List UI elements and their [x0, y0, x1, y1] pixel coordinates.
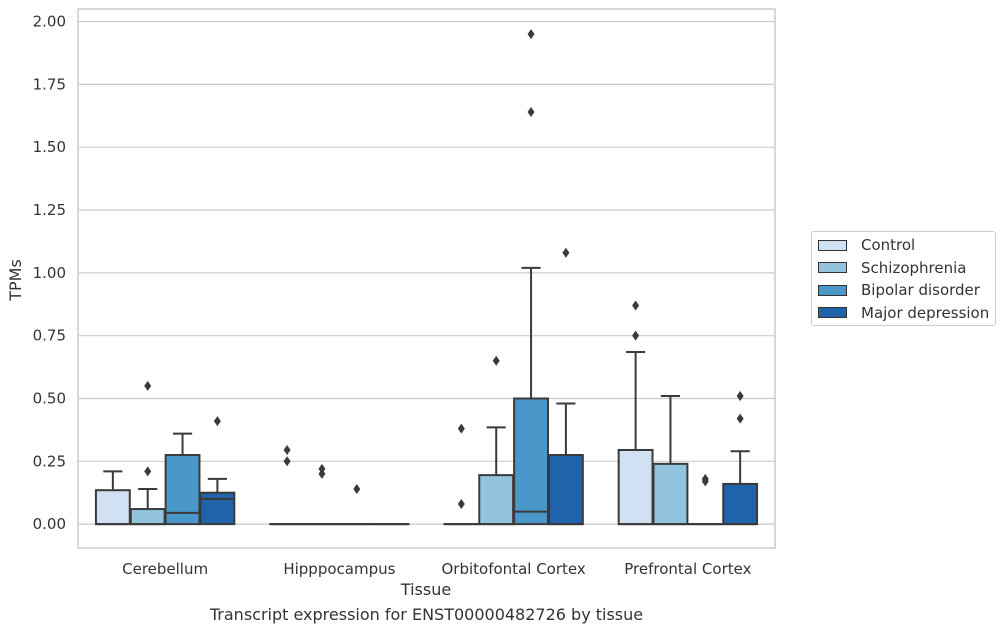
box-1-2 [338, 483, 375, 526]
box-0-3 [199, 416, 236, 526]
x-tick-label: Hipppocampus [283, 560, 395, 578]
legend-label: Schizophrenia [861, 258, 967, 277]
outlier-point [144, 380, 152, 391]
legend-item: Bipolar disorder [818, 280, 980, 300]
y-tick-label: 1.00 [33, 264, 66, 282]
box-3-3 [722, 390, 759, 526]
outlier-point [457, 423, 465, 434]
box-body [652, 462, 689, 526]
legend-label: Major depression [861, 303, 990, 322]
box-0-2 [164, 432, 201, 526]
box-body [478, 474, 515, 526]
box-1-0 [269, 445, 306, 526]
x-tick-label: Orbitofontal Cortex [442, 560, 586, 578]
outlier-point [632, 300, 640, 311]
y-tick-label: 0.75 [33, 327, 66, 345]
box-2-2 [513, 29, 549, 526]
y-tick-label: 1.25 [33, 201, 66, 219]
outlier-point [736, 390, 744, 401]
x-tick-label: Prefrontal Cortex [624, 560, 751, 578]
legend: Control Schizophrenia Bipolar disorder Majo… [811, 231, 996, 326]
box-3-2 [687, 473, 724, 526]
legend-swatch [818, 307, 847, 318]
outlier-point [527, 29, 535, 40]
outlier-point [701, 473, 709, 484]
box-3-0 [617, 300, 654, 526]
outlier-point [457, 499, 465, 510]
y-tick-label: 0.00 [33, 515, 66, 533]
outlier-point [353, 483, 361, 494]
box-body [617, 449, 654, 526]
legend-item: Schizophrenia [818, 258, 966, 278]
y-axis-label: TPMs [6, 259, 25, 302]
box-body [513, 397, 549, 526]
legend-item: Control [818, 235, 915, 255]
outlier-point [213, 416, 221, 427]
x-axis-label: Tissue [400, 580, 451, 599]
box-body [94, 489, 131, 526]
y-tick-label: 0.50 [33, 389, 66, 407]
legend-label: Bipolar disorder [861, 281, 980, 299]
box-body [722, 482, 759, 526]
box-body [129, 508, 166, 526]
outlier-point [283, 456, 291, 467]
y-tick-label: 0.25 [33, 452, 66, 470]
legend-item: Major depression [818, 303, 989, 323]
box-body [199, 491, 236, 526]
box-1-1 [304, 463, 340, 526]
outlier-point [527, 107, 535, 118]
box-0-1 [129, 380, 166, 526]
y-tick-label: 1.50 [33, 138, 66, 156]
box-2-1 [478, 355, 515, 526]
legend-swatch [818, 239, 847, 251]
box-3-1 [652, 394, 689, 526]
box-2-0 [443, 423, 480, 526]
box-2-3 [547, 247, 584, 526]
plot-frame [77, 8, 776, 549]
y-axis-ticks: 0.00 0.25 0.50 0.75 1.00 1.25 1.50 1.75 2.00 [33, 13, 66, 534]
legend-label: Control [861, 236, 916, 254]
chart-caption: Transcript expression for ENST0000048272… [209, 605, 644, 624]
y-tick-label: 2.00 [33, 13, 66, 31]
outlier-point [562, 247, 570, 258]
y-tick-label: 1.75 [33, 75, 66, 93]
outlier-point [736, 413, 744, 424]
outlier-point [492, 355, 500, 366]
outlier-point [144, 466, 152, 477]
box-0-0 [94, 470, 131, 526]
boxes [94, 29, 759, 526]
legend-swatch [818, 284, 847, 296]
outlier-point [632, 330, 640, 341]
outlier-point [318, 468, 326, 479]
x-tick-label: Cerebellum [122, 560, 208, 578]
outlier-point [283, 445, 291, 455]
outlier-point [318, 463, 326, 474]
x-axis-ticks: Cerebellum Hipppocampus Orbitofontal Corte… [122, 560, 751, 578]
legend-swatch [818, 262, 847, 273]
box-body [547, 454, 584, 526]
